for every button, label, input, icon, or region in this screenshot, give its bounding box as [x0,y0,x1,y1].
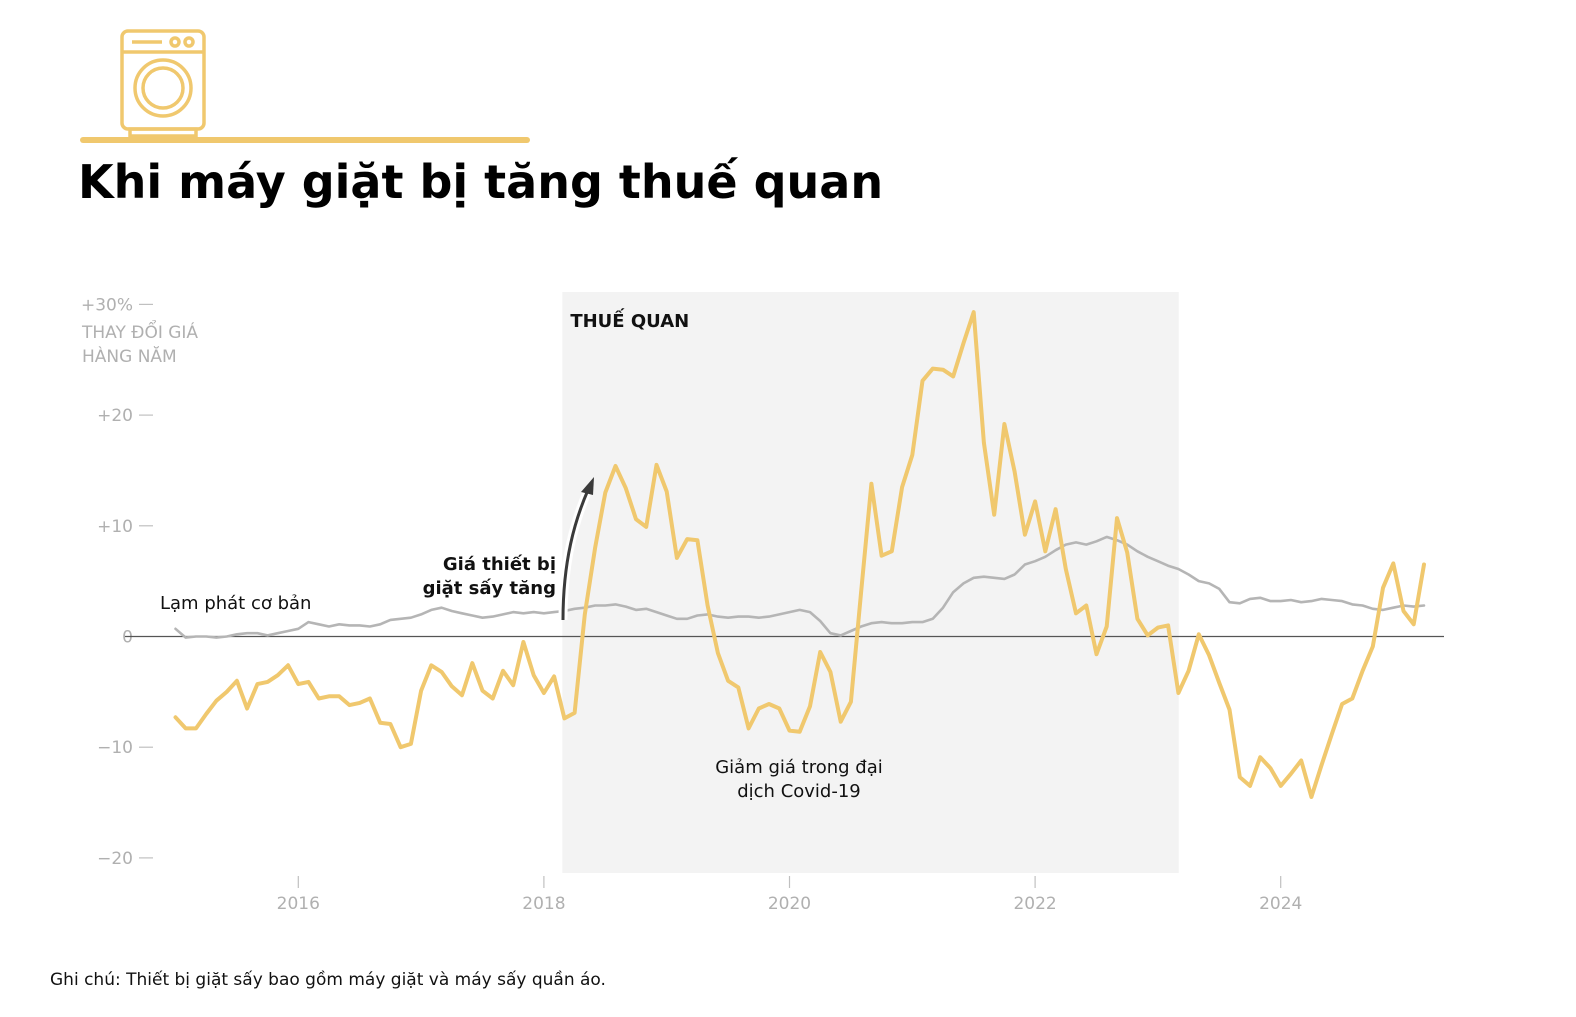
tariff-label: THUẾ QUAN [570,308,689,332]
core-inflation-label: Lạm phát cơ bản [160,593,311,614]
x-tick-label: 2018 [522,894,565,914]
footnote: Ghi chú: Thiết bị giặt sấy bao gồm máy g… [50,969,606,990]
x-tick-label: 2024 [1259,894,1302,914]
y-tick-label: +10 [97,517,133,537]
chart-title: Khi máy giặt bị tăng thuế quan [78,155,883,209]
series-line-appliances [173,310,1426,799]
x-tick-label: 2022 [1013,894,1056,914]
rise-annotation-line2: giặt sấy tăng [423,578,556,599]
covid-annotation-line1: Giảm giá trong đại [715,757,883,778]
series-group [173,310,1426,799]
y-axis-label-line1: THAY ĐỔI GIÁ [81,319,198,343]
y-axis: +30% +20 +10 0 −10 −20 [81,295,153,869]
y-tick-label: 0 [122,628,133,648]
covid-annotation-line2: dịch Covid-19 [737,781,861,802]
x-tick-label: 2020 [768,894,811,914]
x-axis: 2016 2018 2020 2022 2024 [277,876,1302,914]
series-line-core-inflation [174,535,1426,639]
washing-machine-icon [120,29,206,138]
title-rule [80,137,530,143]
rise-arrow-head [581,477,594,495]
rise-annotation-line1: Giá thiết bị [443,554,556,575]
y-tick-label: −10 [97,738,133,758]
y-tick-label: −20 [97,849,133,869]
rise-arrow-line [561,489,590,621]
y-tick-label: +30% [81,295,133,315]
y-axis-label-line2: HÀNG NĂM [82,345,177,367]
y-tick-label: +20 [97,406,133,426]
x-tick-label: 2016 [277,894,320,914]
tariff-period-shade [562,292,1179,873]
